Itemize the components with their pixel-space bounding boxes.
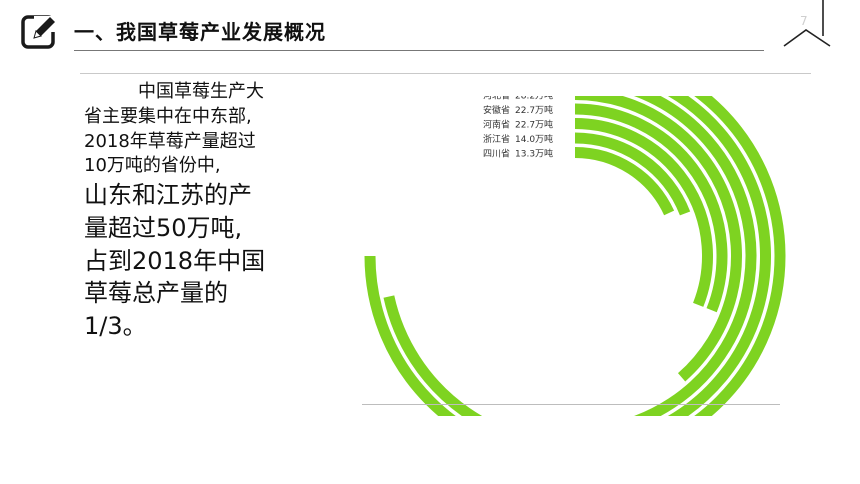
body-line-2: 省主要集中在中东部, <box>84 105 252 127</box>
ring-bar-2 <box>383 96 771 416</box>
ring-bar-4 <box>574 96 742 382</box>
legend-value-5: 22.7万吨 <box>515 104 553 116</box>
pencil-edit-icon <box>21 15 60 49</box>
body-line-7: 占到2018年中国 <box>84 246 266 275</box>
legend-category-6: 河南省 <box>483 119 510 131</box>
ring-bar-3 <box>633 96 757 416</box>
ring-bar-8 <box>574 147 675 216</box>
ring-bar-5 <box>574 103 728 313</box>
corner-decoration-icon <box>783 0 831 47</box>
title-underline <box>74 50 764 51</box>
ring-bar-1 <box>364 96 786 416</box>
legend-value-7: 14.0万吨 <box>515 133 553 145</box>
body-line-4: 10万吨的省份中, <box>84 155 221 177</box>
ring-bar-6 <box>574 118 713 307</box>
legend-category-8: 四川省 <box>483 148 510 160</box>
radial-bar-chart: 山东省54.9万吨江苏省52.4万吨辽宁省39.8万吨河北省28.2万吨安徽省2… <box>364 96 786 416</box>
body-line-6: 量超过50万吨, <box>84 213 243 242</box>
body-line-8: 草莓总产量的 <box>84 279 228 308</box>
legend-value-4: 28.2万吨 <box>515 96 553 102</box>
body-paragraph: 中国草莓生产大 省主要集中在中东部, 2018年草莓产量超过 10万吨的省份中,… <box>84 80 324 342</box>
legend-category-4: 河北省 <box>483 96 510 102</box>
legend-category-5: 安徽省 <box>483 104 510 116</box>
page-number: 7 <box>800 14 808 28</box>
content-divider <box>80 73 811 74</box>
page-title: 一、我国草莓产业发展概况 <box>74 20 326 44</box>
legend-value-8: 13.3万吨 <box>515 148 553 160</box>
legend-value-6: 22.7万吨 <box>515 119 553 131</box>
body-line-1: 中国草莓生产大 <box>138 81 264 102</box>
chart-baseline <box>362 404 780 405</box>
ring-bar-7 <box>574 132 691 216</box>
legend-category-7: 浙江省 <box>483 133 510 145</box>
body-line-3: 2018年草莓产量超过 <box>84 130 256 152</box>
body-line-5: 山东和江苏的产 <box>84 181 252 210</box>
body-line-9: 1/3。 <box>84 311 147 340</box>
